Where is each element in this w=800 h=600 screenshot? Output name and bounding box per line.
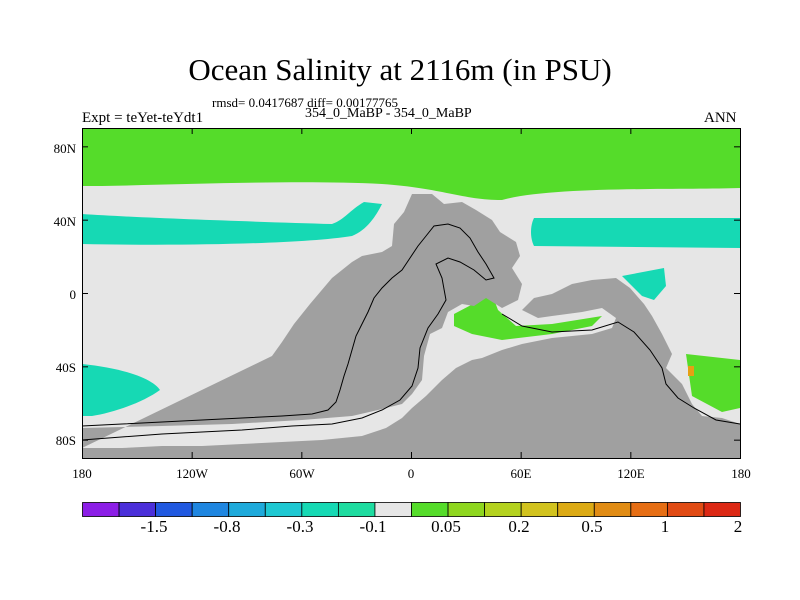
colorbar <box>82 502 741 517</box>
experiment-label: Expt = teYet-teYdt1 <box>82 110 204 126</box>
indian-ocean-positive-anomaly <box>454 294 602 340</box>
colorbar-swatch <box>191 502 230 517</box>
colorbar-swatch <box>301 502 339 517</box>
colorbar-label-4: -0.1 <box>359 517 387 536</box>
lon-tick-60e: 60E <box>510 466 532 481</box>
colorbar-swatch <box>82 502 120 517</box>
colorbar-swatch <box>411 502 449 517</box>
land-mass-west <box>82 194 740 458</box>
arctic-anomaly-band <box>82 128 740 200</box>
colorbar-swatch <box>228 502 266 517</box>
colorbar-swatch <box>703 502 741 517</box>
colorbar-swatch <box>374 502 412 517</box>
high-anomaly-spot <box>688 366 694 376</box>
colorbar-label-9: 2 <box>733 517 743 536</box>
colorbar-swatch <box>593 502 632 517</box>
colorbar-swatch <box>264 502 303 517</box>
lat-tick-40n: 40N <box>53 214 76 229</box>
lon-tick-60w: 60W <box>289 466 315 481</box>
lon-tick-180w: 180 <box>72 466 92 481</box>
colorbar-label-8: 1 <box>660 517 670 536</box>
lat-tick-80s: 80S <box>55 433 76 448</box>
stats-subtitle: rmsd= 0.0417687 diff= 0.00177765 <box>212 95 398 110</box>
colorbar-swatch <box>666 502 705 517</box>
colorbar-label-1: -1.5 <box>140 517 168 536</box>
southern-pacific-anomaly <box>82 364 160 416</box>
east-coastline-contour <box>501 313 741 425</box>
map-title: Ocean Salinity at 2116m (in PSU) <box>188 52 612 87</box>
colorbar-swatch <box>337 502 376 517</box>
colorbar-swatch <box>520 502 559 517</box>
midlat-anomaly-band-west <box>82 202 382 245</box>
colorbar-swatch <box>155 502 193 517</box>
colorbar-label-2: -0.8 <box>213 517 241 536</box>
colorbar-label-7: 0.5 <box>581 517 603 536</box>
colorbar-label-6: 0.2 <box>508 517 530 536</box>
lon-tick-180e: 180 <box>731 466 751 481</box>
season-label: ANN <box>704 110 737 126</box>
colorbar-swatch <box>484 502 522 517</box>
midlat-anomaly-band-east <box>531 218 740 248</box>
lat-tick-0: 0 <box>69 287 77 302</box>
colorbar-swatch <box>118 502 157 517</box>
colorbar-swatch <box>630 502 668 517</box>
lat-tick-40s: 40S <box>55 360 76 375</box>
colorbar-swatch <box>447 502 486 517</box>
lon-tick-120w: 120W <box>176 466 208 481</box>
lon-tick-120e: 120E <box>617 466 645 481</box>
colorbar-swatch <box>557 502 595 517</box>
cases-subtitle: 354_0_MaBP - 354_0_MaBP <box>305 106 472 121</box>
colorbar-label-3: -0.3 <box>286 517 314 536</box>
coastline-contour <box>82 223 495 441</box>
southern-pacific-east-anomaly <box>686 354 740 412</box>
indian-ocean-anomaly <box>622 268 666 300</box>
salinity-map <box>82 128 741 459</box>
lon-tick-0: 0 <box>407 466 415 481</box>
colorbar-label-5: 0.05 <box>431 517 461 536</box>
lat-tick-80n: 80N <box>53 141 76 156</box>
